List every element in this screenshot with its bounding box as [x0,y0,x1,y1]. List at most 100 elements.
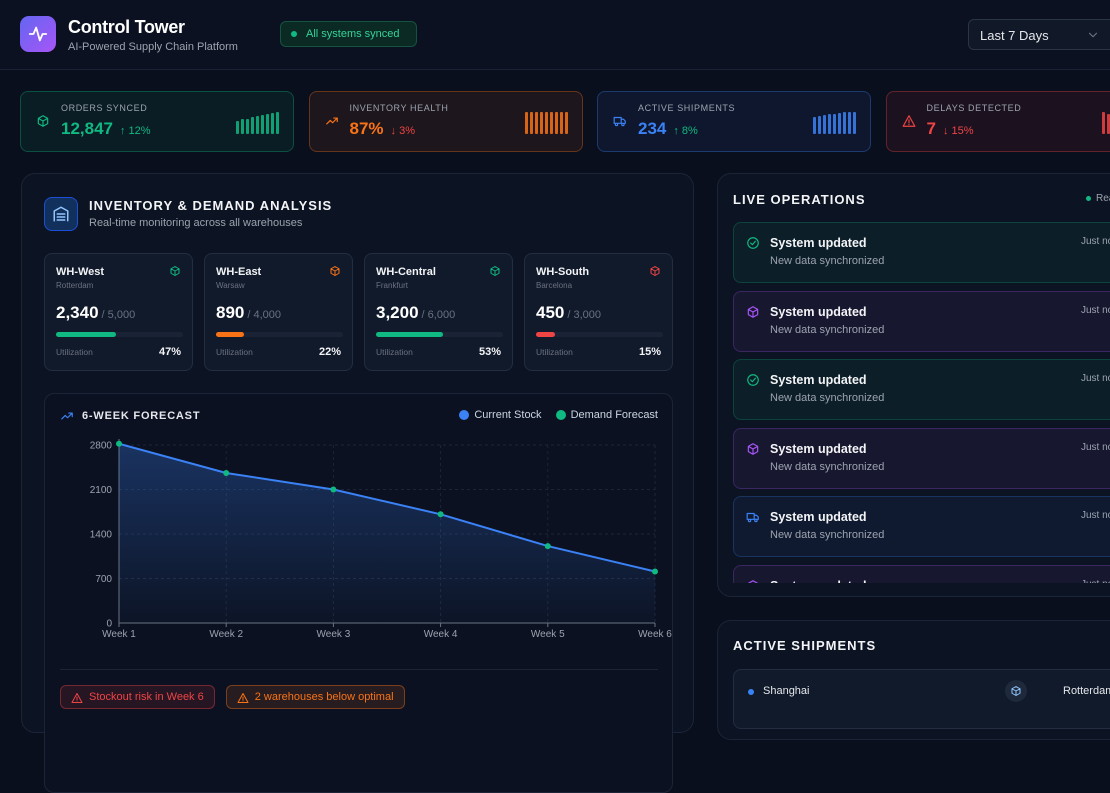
range-select[interactable]: Last 7 Days [968,19,1110,50]
icon [613,114,627,128]
alert-pill: 2 warehouses below optimal [226,685,405,709]
utilization-caption: Utilization [216,347,253,357]
stock-value: 890 [216,303,244,323]
spark-bar [241,119,244,134]
utilization-bar [56,332,116,337]
panel-title: LIVE OPERATIONS [733,192,866,207]
spark-bar [853,112,856,134]
panel-subtitle: Real-time monitoring across all warehous… [89,217,302,229]
live-status: Real-time [1096,193,1110,204]
icon-path [331,267,339,276]
origin-dot [748,689,754,695]
warehouse-city: Frankfurt [376,281,408,290]
icon [746,305,760,319]
stock-row: 890/ 4,000 [216,303,281,323]
icon [329,265,341,277]
alert-text: Stockout risk in Week 6 [89,691,204,703]
stock-row: 2,340/ 5,000 [56,303,135,323]
event-time: Just now [1081,305,1110,316]
event-time: Just now [1081,510,1110,521]
shipment-destination: Rotterdam [1063,685,1110,697]
warehouse-name: WH-Central [376,266,436,278]
kpi-change: ↑ 12% [120,125,151,137]
icon [746,579,760,583]
warehouse-city: Rotterdam [56,281,93,290]
event-title: System updated [770,579,867,583]
icon [169,265,181,277]
divider [60,669,658,670]
app-subtitle: AI-Powered Supply Chain Platform [68,41,238,53]
spark-bar [236,121,239,134]
sparkline [525,110,568,134]
status-dot [291,31,297,37]
icon-path [38,116,47,127]
range-text: Last 7 Days [980,28,1049,43]
shipment-icon [1005,680,1027,702]
spark-bar [1102,112,1105,134]
kpi-change: ↓ 15% [943,125,974,137]
event-title: System updated [770,305,867,319]
icon-path [748,581,757,583]
status-pill: All systems synced [280,21,417,47]
panel-title: ACTIVE SHIPMENTS [733,638,876,653]
icon-path [748,375,759,386]
sparkline [1102,110,1110,134]
kpi-value-row: 12,847↑ 12% [61,119,151,139]
spark-bar [256,116,259,134]
utilization-track [216,332,343,337]
icon [71,692,83,704]
panel-icon [44,197,78,231]
spark-bar [843,112,846,134]
shipment-origin: Shanghai [763,685,810,697]
kpi-value-row: 7↓ 15% [927,119,974,139]
point [330,487,336,493]
x-tick-label: Week 6 [638,629,672,640]
utilization-bar [376,332,443,337]
area [119,444,655,623]
stock-capacity: / 5,000 [102,309,136,321]
utilization-bar [216,332,244,337]
utilization-label: 47% [159,346,181,358]
icon-path [748,238,759,249]
sparkline [236,110,279,134]
icon [1086,28,1100,42]
kpi-change: ↑ 8% [673,125,697,137]
spark-bar [530,112,533,134]
spark-bar [246,119,249,134]
utilization-caption: Utilization [376,347,413,357]
spark-bar [271,113,274,134]
utilization-track [56,332,183,337]
x-tick-label: Week 5 [531,629,565,640]
x-tick-label: Week 2 [209,629,243,640]
icon-path [903,116,915,127]
stock-value: 3,200 [376,303,419,323]
warehouse-city: Warsaw [216,281,245,290]
utilization-track [376,332,503,337]
header: Control Tower AI-Powered Supply Chain Pl… [0,0,1110,70]
spark-bar [560,112,563,134]
live-dot [1086,196,1091,201]
icon-path [171,267,179,276]
warehouse-name: WH-South [536,266,589,278]
icon [237,692,249,704]
x-tick-label: Week 4 [424,629,458,640]
point [116,441,122,447]
y-tick-label: 2100 [90,485,113,496]
kpi-value-row: 87%↓ 3% [350,119,416,139]
stock-value: 450 [536,303,564,323]
icon-path [54,207,68,221]
icon [27,23,49,45]
kpi-label: ORDERS SYNCED [61,103,147,113]
event-title: System updated [770,442,867,456]
icon [746,442,760,456]
kpi-label: INVENTORY HEALTH [350,103,449,113]
